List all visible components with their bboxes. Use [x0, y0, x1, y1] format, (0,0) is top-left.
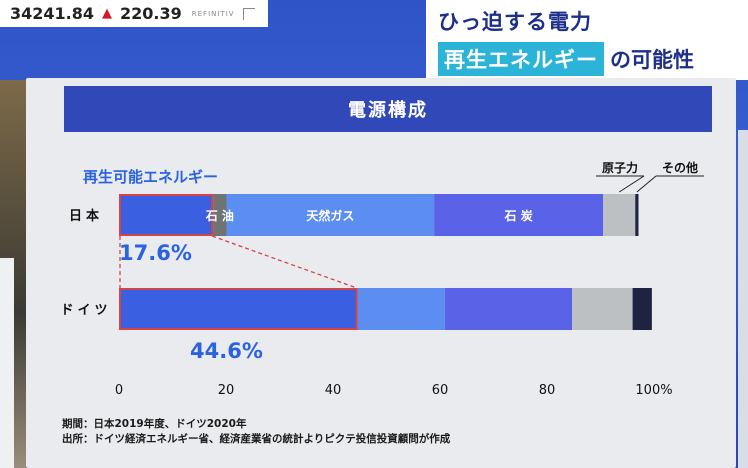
- bar-segment: [213, 194, 227, 236]
- bar-segment: [444, 288, 573, 330]
- up-triangle-icon: ▲: [102, 6, 113, 21]
- x-tick-label: 80: [539, 383, 556, 398]
- bar-segment: [603, 194, 636, 236]
- studio-background-left-panel: [0, 258, 14, 468]
- studio-background-right: [738, 130, 748, 468]
- index-change: 220.39: [120, 4, 182, 23]
- callout-line: [618, 175, 645, 193]
- category-label: ドイツ: [60, 303, 111, 318]
- x-tick-label: 40: [325, 383, 342, 398]
- data-label: 44.6%: [190, 339, 263, 363]
- renewable-series-label: 再生可能エネルギー: [83, 168, 218, 186]
- chart-board: 電源構成 再生可能エネルギー日本ドイツ 石 油 天然ガス 石 炭 原子力 その他 17.6%…: [26, 78, 736, 468]
- x-tick-label: 100%: [635, 383, 672, 398]
- footnote-period: 期間：日本2019年度、ドイツ2020年: [62, 418, 247, 430]
- data-source-label: REFINITIV: [191, 9, 235, 18]
- bar-segment: [357, 288, 445, 330]
- market-ticker: 34241.84 ▲ 220.39 REFINITIV: [0, 0, 268, 27]
- headline-panel: ひっ迫する電力 再生エネルギー の可能性: [426, 0, 748, 80]
- segment-label: 石 炭: [504, 208, 533, 223]
- bar-segment: [635, 194, 639, 236]
- category-label: 日本: [69, 208, 103, 224]
- headline-line1: ひっ迫する電力: [438, 10, 592, 34]
- bar-segment: [226, 194, 435, 236]
- x-tick-label: 0: [115, 383, 123, 398]
- segment-label: 石 油: [205, 208, 234, 223]
- data-label: 17.6%: [119, 241, 192, 265]
- headline-suffix: の可能性: [610, 48, 694, 72]
- callout-label: その他: [662, 160, 698, 175]
- bar-segment: [632, 288, 652, 330]
- bar-segment: [119, 194, 214, 236]
- segment-label: 天然ガス: [306, 208, 354, 223]
- chart-title: 電源構成: [64, 86, 712, 132]
- bar-segment: [572, 288, 633, 330]
- headline-line2: 再生エネルギー の可能性: [438, 42, 736, 76]
- x-tick-label: 60: [432, 383, 449, 398]
- callout-label: 原子力: [602, 160, 638, 175]
- index-value: 34241.84: [10, 4, 95, 23]
- footnote-source: 出所：ドイツ経済エネルギー省、経済産業省の統計よりピクテ投信投資顧問が作成: [62, 433, 451, 445]
- refinitiv-logo-icon: [242, 7, 255, 20]
- headline-highlight: 再生エネルギー: [438, 42, 604, 76]
- renewable-highlight-outline: [119, 288, 358, 330]
- x-tick-label: 20: [218, 383, 235, 398]
- renewable-highlight-outline: [119, 194, 214, 236]
- connector-line: [211, 235, 357, 289]
- bar-segment: [434, 194, 604, 236]
- bar-segment: [119, 288, 358, 330]
- callout-line: [636, 175, 657, 193]
